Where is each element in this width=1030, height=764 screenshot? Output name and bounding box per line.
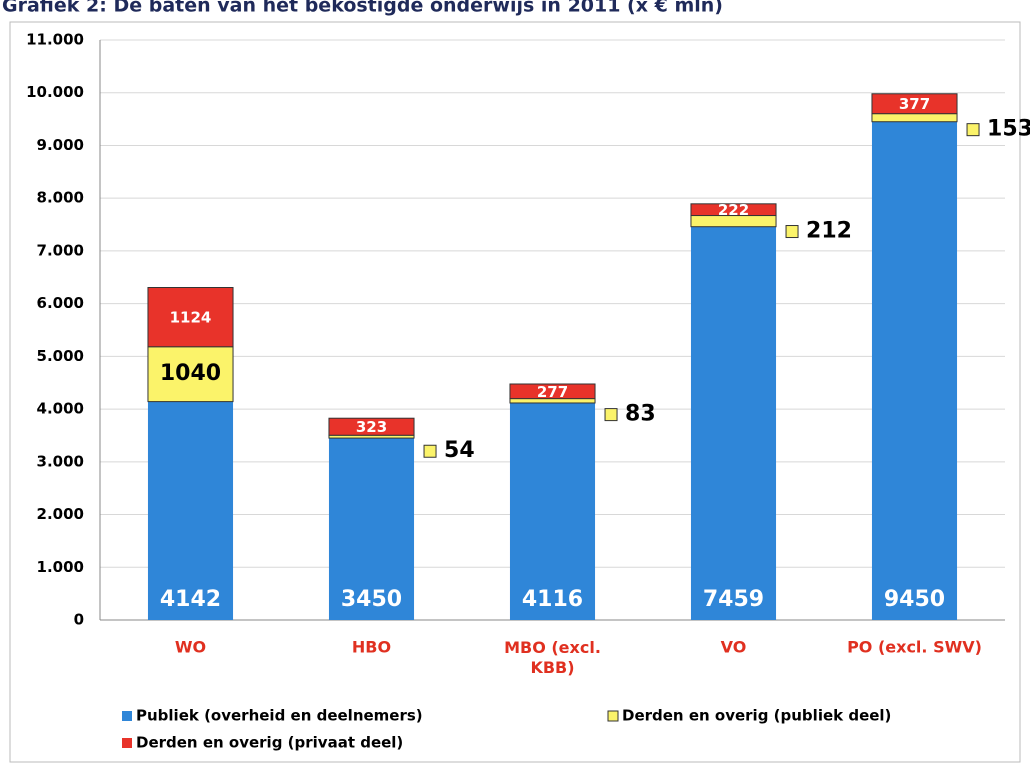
x-tick-label: MBO (excl. KBB) <box>504 638 601 677</box>
x-tick-label: VO <box>721 638 747 657</box>
bar-segment <box>328 417 415 436</box>
value-label: 83 <box>625 402 656 427</box>
value-label-marker <box>423 444 437 458</box>
y-tick-label: 0 <box>74 611 84 629</box>
value-label: 7459 <box>703 587 764 612</box>
bar-segment <box>871 121 958 621</box>
x-tick-label: WO <box>175 638 206 657</box>
legend-label: Derden en overig (publiek deel) <box>622 707 891 725</box>
legend-marker <box>122 738 132 748</box>
bar-segment <box>147 401 234 620</box>
value-label: 222 <box>718 201 749 219</box>
value-label: 1040 <box>160 361 221 386</box>
value-label-marker <box>785 225 799 239</box>
bar-segment <box>147 287 234 348</box>
value-label: 1124 <box>170 309 212 327</box>
y-tick-label: 1.000 <box>37 558 84 576</box>
y-tick-label: 4.000 <box>37 400 84 418</box>
y-tick-label: 6.000 <box>37 294 84 312</box>
value-label: 54 <box>444 438 475 463</box>
bar-segment <box>147 346 234 403</box>
bar-segment <box>871 113 958 123</box>
legend-label: Derden en overig (privaat deel) <box>136 734 403 752</box>
y-tick-label: 2.000 <box>37 505 84 523</box>
bar-segment <box>690 203 777 217</box>
y-tick-label: 8.000 <box>37 189 84 207</box>
bar-segment <box>690 226 777 620</box>
bar-segment <box>509 402 596 620</box>
legend-marker <box>607 710 619 722</box>
value-label: 277 <box>537 383 568 401</box>
y-tick-label: 11.000 <box>26 31 84 49</box>
bar-segment <box>871 93 958 115</box>
bar-segment <box>509 383 596 400</box>
y-tick-label: 3.000 <box>37 452 84 470</box>
value-label: 153 <box>987 117 1030 142</box>
y-tick-label: 9.000 <box>37 136 84 154</box>
x-tick-label: PO (excl. SWV) <box>847 638 982 657</box>
legend-marker <box>122 711 132 721</box>
value-label: 4142 <box>160 587 221 612</box>
value-label: 212 <box>806 219 852 244</box>
chart-title: Grafiek 2: De baten van het bekostigde o… <box>2 0 723 17</box>
x-tick-label: HBO <box>352 638 391 657</box>
value-label: 323 <box>356 418 387 436</box>
y-tick-label: 10.000 <box>26 83 84 101</box>
value-label-marker <box>604 408 618 422</box>
value-label: 4116 <box>522 587 583 612</box>
value-label-marker <box>966 123 980 137</box>
value-label: 9450 <box>884 587 945 612</box>
bar-segment <box>328 438 415 620</box>
value-label: 3450 <box>341 587 402 612</box>
legend-label: Publiek (overheid en deelnemers) <box>136 707 423 725</box>
y-tick-label: 5.000 <box>37 347 84 365</box>
value-label: 377 <box>899 95 930 113</box>
y-tick-label: 7.000 <box>37 241 84 259</box>
